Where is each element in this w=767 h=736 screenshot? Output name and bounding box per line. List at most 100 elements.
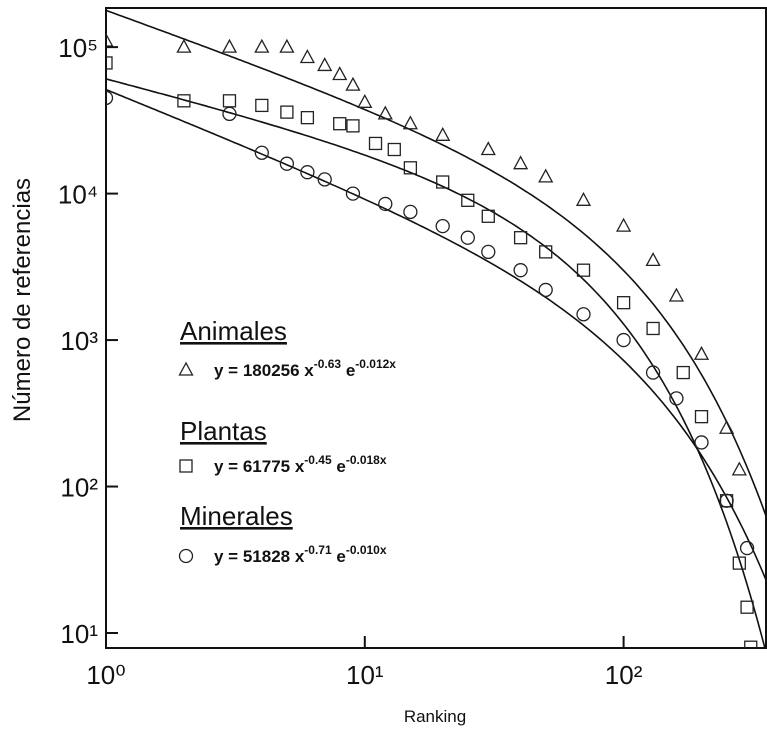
marker-triangle (645, 252, 661, 267)
marker-square (694, 410, 709, 424)
marker-circle (616, 332, 631, 348)
marker-square (646, 321, 660, 336)
marker-circle (279, 156, 295, 171)
equation-part: e (341, 361, 355, 380)
marker-square (179, 459, 193, 473)
marker-circle (739, 540, 755, 556)
marker-triangle (279, 38, 295, 53)
marker-square (740, 600, 754, 614)
marker-square (461, 193, 475, 207)
marker-square (403, 161, 418, 175)
marker-triangle (693, 345, 710, 360)
legend-equation: y = 61775 x-0.45 e-0.018x (214, 453, 387, 476)
equation-part: e (332, 547, 346, 566)
marker-triangle (538, 168, 554, 183)
legend-title: Plantas (180, 416, 267, 446)
y-tick-label: 10³ (60, 326, 98, 356)
marker-triangle (377, 105, 393, 120)
equation-part: y = 180256 x (214, 361, 314, 380)
marker-square (481, 209, 495, 223)
x-tick-label: 10² (605, 660, 643, 690)
legend-title: Animales (180, 316, 287, 346)
marker-triangle (513, 155, 529, 170)
marker-triangle (254, 38, 270, 53)
marker-square (333, 117, 347, 131)
fit-curve (106, 78, 766, 648)
marker-triangle (178, 361, 194, 376)
marker-triangle (299, 49, 315, 64)
marker-circle (403, 204, 418, 220)
marker-square (436, 175, 450, 189)
marker-circle (576, 307, 591, 322)
marker-triangle (435, 126, 451, 141)
marker-circle (538, 282, 553, 298)
y-tick-label: 10⁵ (58, 33, 98, 63)
equation-part: y = 51828 x (214, 547, 305, 566)
marker-triangle (332, 66, 348, 81)
marker-triangle (357, 93, 373, 108)
marker-square (616, 296, 631, 310)
equation-part: e (332, 457, 346, 476)
equation-part: -0.71 (304, 543, 332, 557)
marker-circle (669, 391, 684, 406)
marker-square (513, 231, 528, 245)
legend-title: Minerales (180, 501, 293, 531)
marker-square (368, 136, 383, 151)
marker-circle (481, 244, 496, 260)
plot-frame (105, 7, 767, 649)
marker-square (387, 142, 401, 157)
marker-square (106, 56, 113, 70)
legend-equation: y = 51828 x-0.71 e-0.010x (214, 543, 387, 566)
marker-square (676, 365, 690, 380)
y-tick-label: 10¹ (60, 619, 98, 649)
marker-square (346, 119, 360, 133)
marker-triangle (317, 57, 333, 72)
equation-part: -0.63 (314, 357, 342, 371)
marker-circle (460, 230, 475, 245)
fit-curve (106, 88, 766, 581)
marker-triangle (668, 287, 685, 302)
marker-square (255, 98, 269, 113)
marker-circle (222, 106, 237, 122)
marker-circle (435, 218, 450, 234)
fit-curve (106, 9, 766, 517)
equation-part: -0.012x (355, 357, 396, 371)
marker-triangle (176, 38, 192, 53)
marker-circle (106, 90, 114, 106)
equation-part: -0.010x (346, 543, 387, 557)
y-tick-label: 10⁴ (58, 180, 98, 210)
marker-square (576, 263, 591, 277)
equation-part: -0.45 (304, 453, 332, 467)
marker-square (300, 111, 315, 125)
marker-triangle (106, 32, 114, 47)
marker-circle (378, 196, 393, 212)
marker-square (177, 94, 191, 108)
marker-triangle (718, 419, 735, 434)
marker-square (539, 245, 553, 259)
plot-area (106, 9, 766, 648)
marker-circle (300, 165, 315, 180)
marker-triangle (345, 76, 361, 91)
marker-circle (254, 145, 269, 160)
y-tick-label: 10² (60, 473, 98, 503)
marker-triangle (480, 141, 496, 156)
marker-circle (694, 435, 709, 450)
marker-circle (719, 493, 734, 508)
x-tick-label: 10¹ (346, 660, 384, 690)
marker-circle (645, 365, 661, 380)
marker-circle (317, 172, 332, 187)
x-axis-label: Ranking (404, 707, 466, 726)
marker-square (222, 94, 237, 108)
marker-triangle (616, 217, 632, 232)
legend-equation: y = 180256 x-0.63 e-0.012x (214, 357, 396, 380)
equation-part: -0.018x (346, 453, 387, 467)
marker-circle (513, 263, 528, 278)
marker-triangle (731, 461, 747, 476)
y-axis-label: Número de referencias (9, 178, 36, 422)
marker-square (744, 640, 758, 648)
x-tick-label: 10⁰ (86, 660, 125, 690)
marker-triangle (402, 115, 418, 130)
marker-circle (345, 186, 361, 201)
marker-triangle (575, 191, 592, 206)
